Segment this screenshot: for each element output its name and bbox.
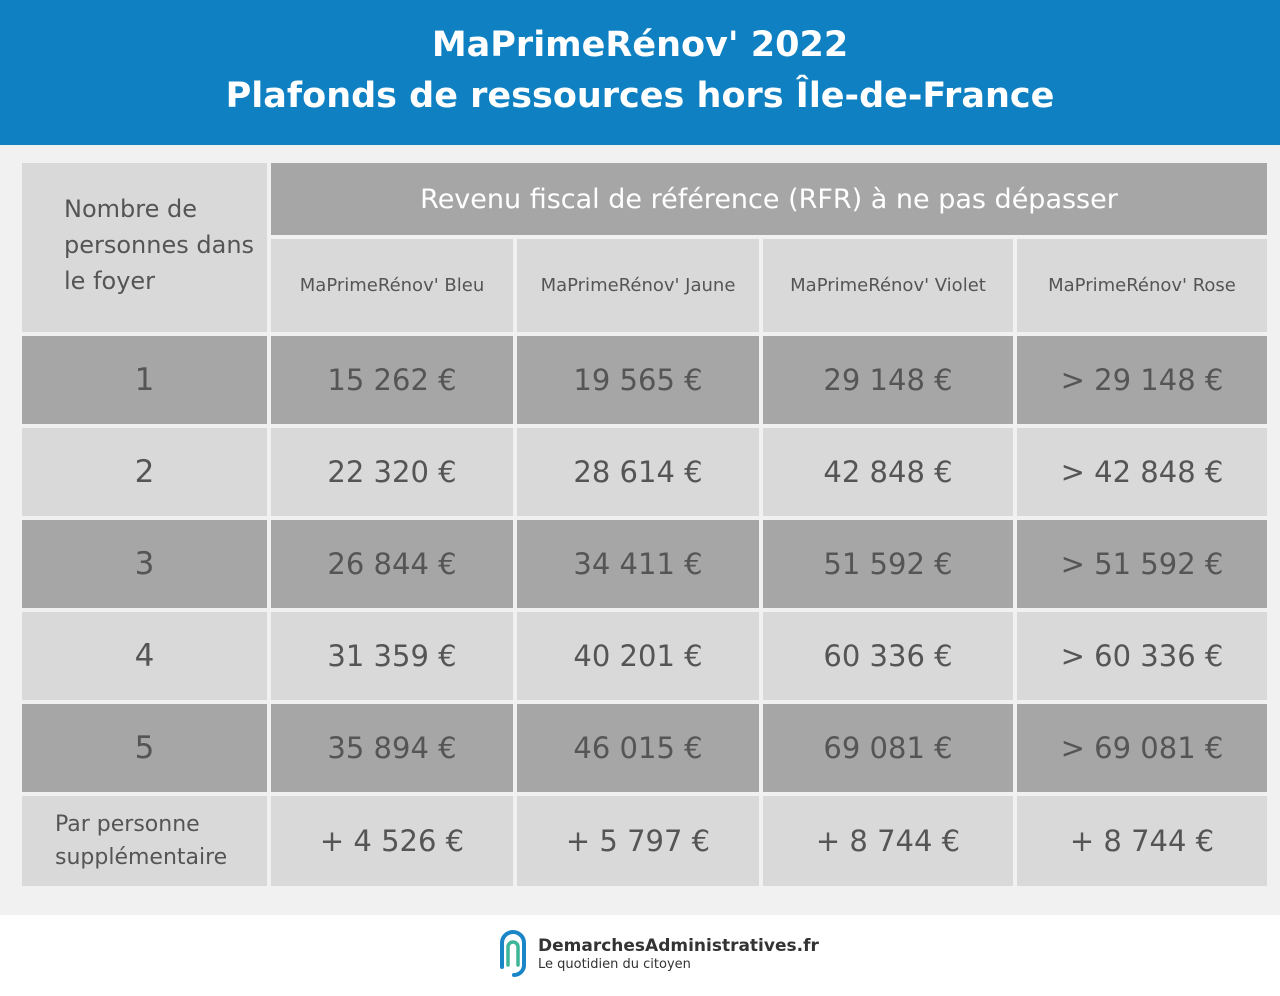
table-cell: > 69 081 € <box>1017 704 1267 792</box>
table-cell: 40 201 € <box>517 612 759 700</box>
table-cell: > 42 848 € <box>1017 428 1267 516</box>
rfr-group-header: Revenu fiscal de référence (RFR) à ne pa… <box>271 163 1267 235</box>
row-label: 2 <box>22 428 267 516</box>
table-cell: 35 894 € <box>271 704 513 792</box>
table-cell: 69 081 € <box>763 704 1013 792</box>
table-cell: 31 359 € <box>271 612 513 700</box>
brand-logo[interactable]: DemarchesAdministratives.fr Le quotidien… <box>496 927 819 983</box>
table-cell: 46 015 € <box>517 704 759 792</box>
table-cell: + 8 744 € <box>763 796 1013 886</box>
row-label: 3 <box>22 520 267 608</box>
title-banner: MaPrimeRénov' 2022 Plafonds de ressource… <box>0 0 1280 145</box>
page-subtitle: Plafonds de ressources hors Île-de-Franc… <box>225 75 1055 116</box>
footer <box>0 915 1280 996</box>
column-header-rose: MaPrimeRénov' Rose <box>1017 239 1267 332</box>
extra-person-label: Par personne supplémentaire <box>22 796 267 886</box>
household-size-header: Nombre de personnes dans le foyer <box>22 163 267 332</box>
brand-tagline: Le quotidien du citoyen <box>538 957 691 972</box>
table-cell: + 4 526 € <box>271 796 513 886</box>
table-cell: 60 336 € <box>763 612 1013 700</box>
row-label: 4 <box>22 612 267 700</box>
table-cell: 51 592 € <box>763 520 1013 608</box>
table-cell: 34 411 € <box>517 520 759 608</box>
page-title: MaPrimeRénov' 2022 <box>431 24 849 65</box>
brand-name: DemarchesAdministratives.fr <box>538 936 819 956</box>
column-header-bleu: MaPrimeRénov' Bleu <box>271 239 513 332</box>
row-label: 5 <box>22 704 267 792</box>
table-cell: + 8 744 € <box>1017 796 1267 886</box>
table-cell: 42 848 € <box>763 428 1013 516</box>
column-header-violet: MaPrimeRénov' Violet <box>763 239 1013 332</box>
table-cell: 26 844 € <box>271 520 513 608</box>
table-cell: > 29 148 € <box>1017 336 1267 424</box>
table-cell: > 60 336 € <box>1017 612 1267 700</box>
table-cell: 29 148 € <box>763 336 1013 424</box>
table-cell: > 51 592 € <box>1017 520 1267 608</box>
table-cell: 15 262 € <box>271 336 513 424</box>
table-cell: + 5 797 € <box>517 796 759 886</box>
row-label: 1 <box>22 336 267 424</box>
income-ceiling-table: Nombre de personnes dans le foyer Revenu… <box>22 163 1267 886</box>
table-cell: 28 614 € <box>517 428 759 516</box>
paperclip-icon <box>496 927 530 983</box>
table-cell: 19 565 € <box>517 336 759 424</box>
column-header-jaune: MaPrimeRénov' Jaune <box>517 239 759 332</box>
table-cell: 22 320 € <box>271 428 513 516</box>
